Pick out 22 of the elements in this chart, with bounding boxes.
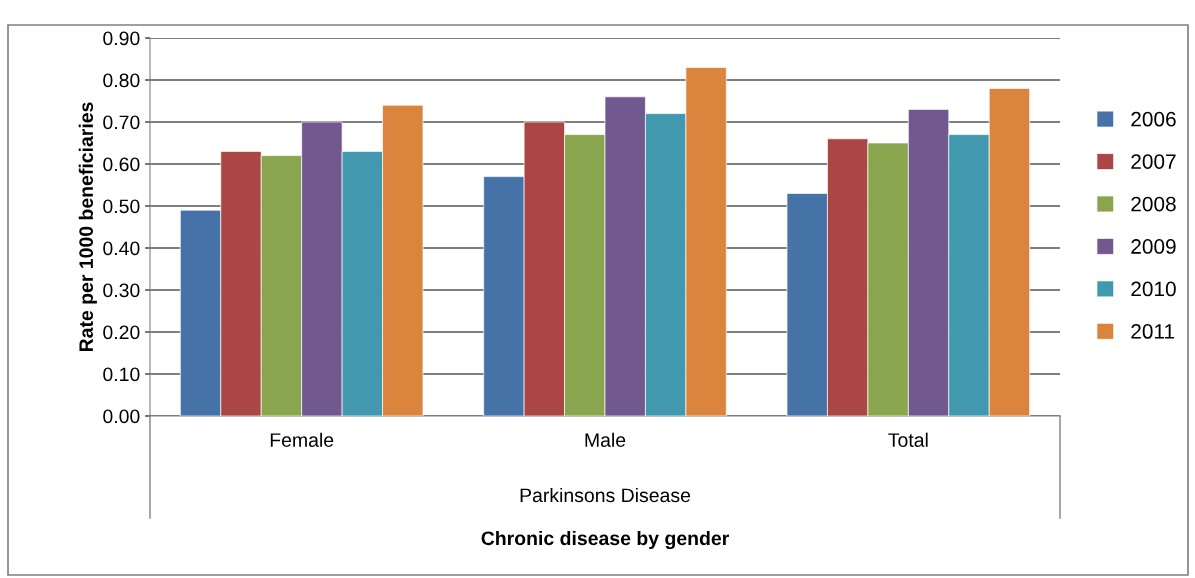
legend-label: 2007 <box>1131 154 1176 169</box>
y-tick-label: 0.90 <box>103 31 140 46</box>
legend-label: 2010 <box>1131 281 1176 297</box>
y-tick-label: 0.70 <box>103 115 140 130</box>
y-tick-label: 0.20 <box>103 325 140 340</box>
y-tick-label: 0.40 <box>103 241 140 256</box>
y-tick-label: 0.30 <box>103 283 140 298</box>
y-tick-label: 0.50 <box>103 199 140 214</box>
x-tick-label: Female <box>270 432 334 447</box>
y-tick-label: 0.80 <box>103 73 140 88</box>
x-axis-title: Chronic disease by gender <box>481 530 729 550</box>
legend-label: 2011 <box>1131 324 1175 339</box>
y-tick-label: 0.00 <box>103 409 140 424</box>
x-tick-label: Male <box>585 432 626 447</box>
x-tick-label: Total <box>888 432 928 447</box>
text: Parkinsons Disease <box>520 487 691 503</box>
y-tick-label: 0.10 <box>103 367 140 382</box>
legend-label: 2009 <box>1131 239 1176 254</box>
y-tick-label: 0.60 <box>103 157 140 172</box>
legend-label: 2006 <box>1131 111 1176 127</box>
y-axis-title: Rate per 1000 beneficiaries <box>78 102 97 352</box>
legend-label: 2008 <box>1131 196 1176 212</box>
